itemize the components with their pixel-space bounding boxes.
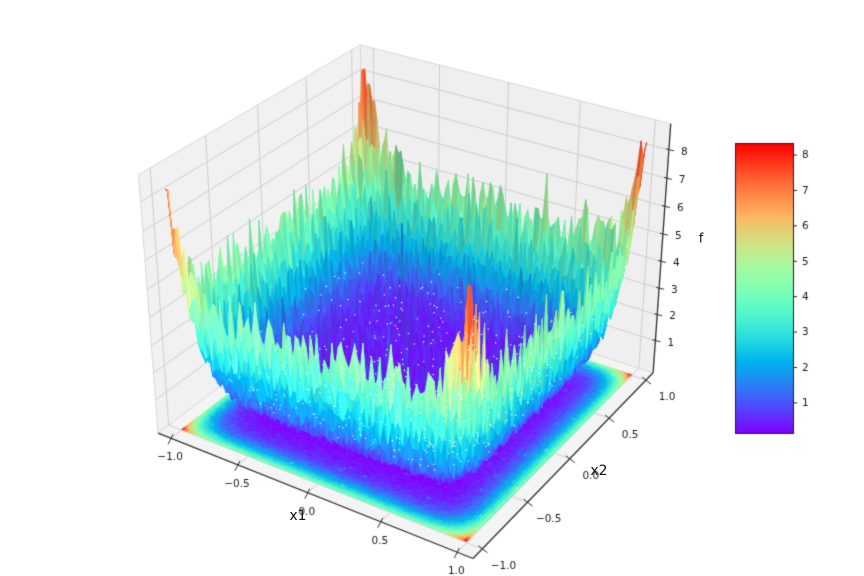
x2-axis-label: x2 [590,463,608,479]
z-axis-label: f [698,231,704,247]
x1-axis-label: x1 [289,508,307,524]
